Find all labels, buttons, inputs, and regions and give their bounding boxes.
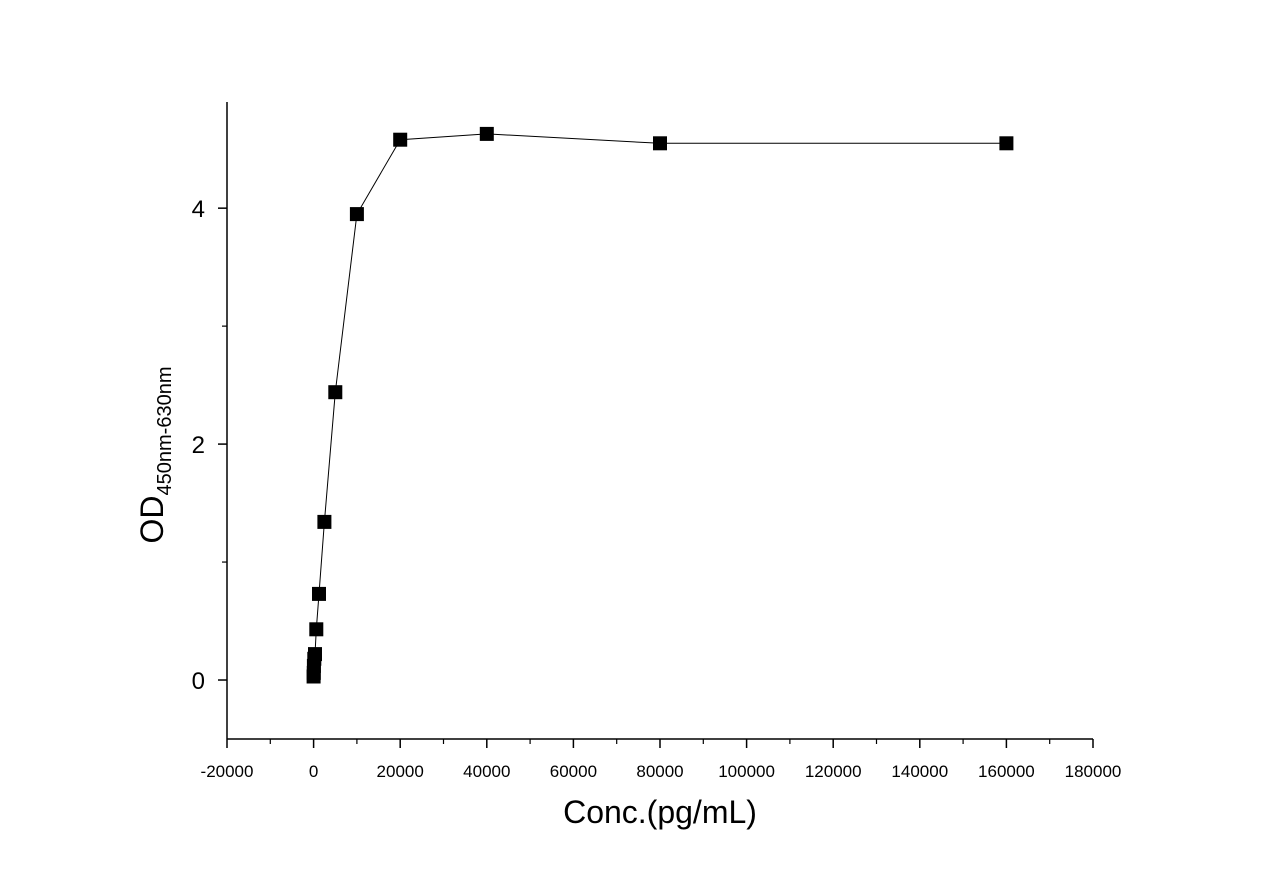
y-ticks: 0 2 4 [192, 196, 227, 695]
y-axis-label: OD450nm-630nm [134, 367, 176, 544]
y-tick-label: 4 [192, 196, 205, 223]
y-axis-label-main: OD [134, 495, 170, 543]
y-axis-label-subscript: 450nm-630nm [154, 367, 176, 496]
x-tick-label: 80000 [636, 762, 683, 781]
x-tick-label: 120000 [805, 762, 862, 781]
data-point [309, 622, 324, 637]
data-point [328, 385, 343, 400]
x-tick-label: 0 [309, 762, 318, 781]
data-point [312, 586, 326, 601]
x-ticks: -20000 0 20000 40000 60000 80000 100000 120000 1… [201, 739, 1122, 781]
x-tick-label: 100000 [718, 762, 775, 781]
x-tick-label: 20000 [377, 762, 424, 781]
axes [226, 102, 1093, 740]
y-tick-label: 0 [192, 668, 205, 695]
series-line [313, 133, 1007, 677]
x-tick-label: 60000 [550, 762, 597, 781]
x-axis-label: Conc.(pg/mL) [563, 794, 757, 830]
x-tick-label: 160000 [978, 762, 1035, 781]
data-point [999, 136, 1014, 151]
data-point [349, 207, 364, 222]
data-point [479, 126, 494, 141]
data-series [306, 126, 1014, 684]
data-point [653, 136, 667, 151]
x-tick-label: 180000 [1065, 762, 1122, 781]
data-point [308, 647, 322, 662]
data-point [317, 514, 332, 529]
y-tick-label: 2 [192, 432, 205, 459]
x-tick-label: 40000 [463, 762, 510, 781]
x-tick-label: -20000 [201, 762, 254, 781]
x-tick-label: 140000 [891, 762, 948, 781]
data-point [393, 132, 408, 147]
